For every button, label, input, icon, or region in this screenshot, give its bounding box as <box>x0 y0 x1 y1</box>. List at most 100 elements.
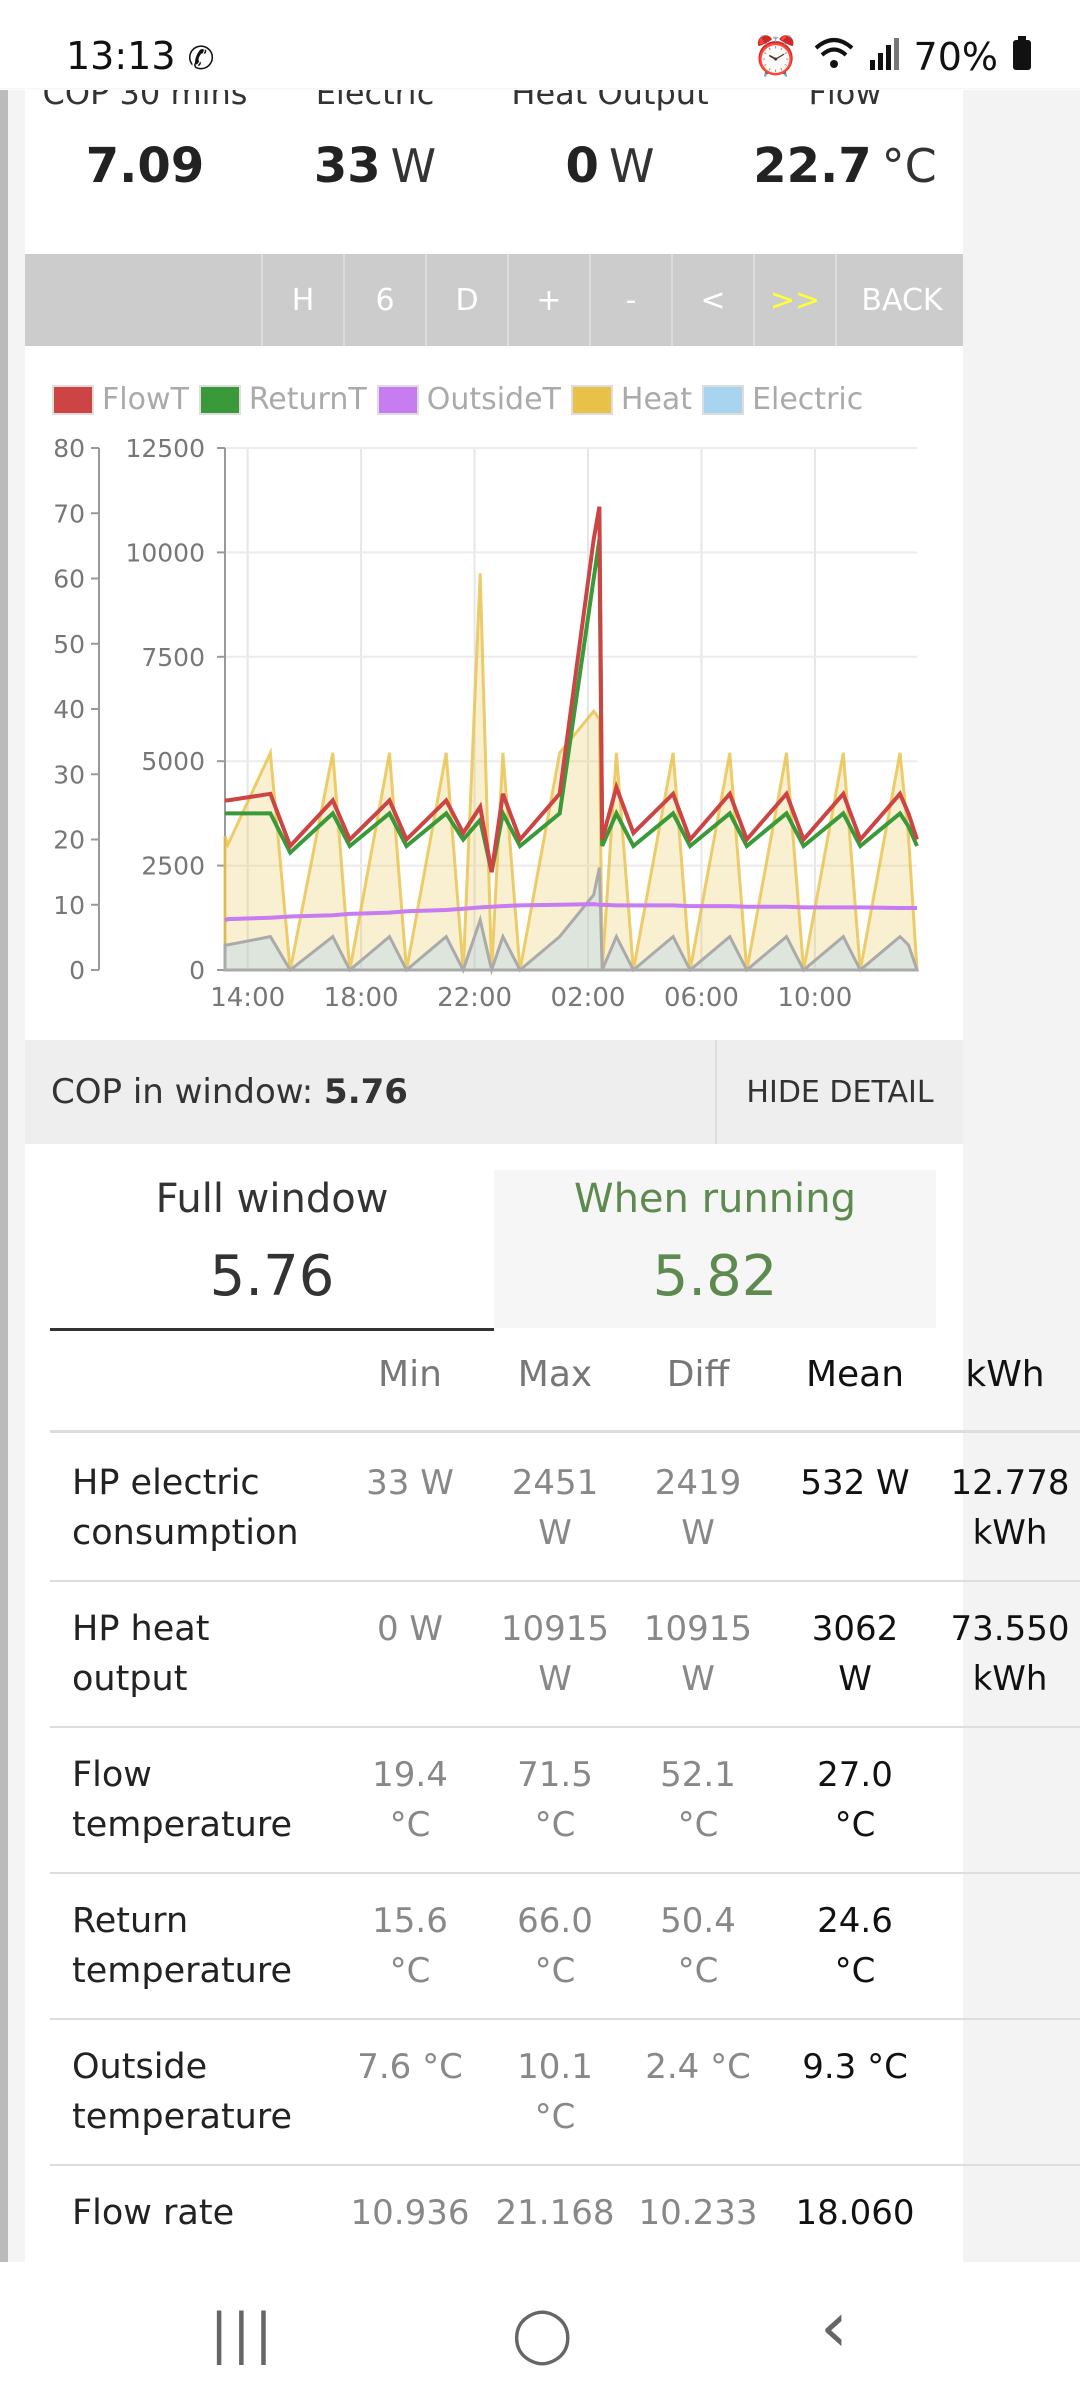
side-edge <box>0 90 8 2262</box>
status-time: 13:13 ✆ <box>66 34 215 78</box>
legend-swatch <box>570 384 613 415</box>
row-label: Return temperature <box>72 1901 292 1991</box>
x-tick-label: 06:00 <box>664 983 739 1013</box>
cell-min: 10.936 <box>350 2193 470 2233</box>
battery-icon <box>1012 35 1032 79</box>
y-right-tick-label: 12500 <box>125 434 205 463</box>
stats-table-header: Min Max Diff Mean kWh <box>50 1330 1080 1433</box>
whatsapp-icon: ✆ <box>187 39 215 77</box>
stat-electric: Electric 33 W <box>313 74 437 194</box>
y-left-tick-label: 0 <box>69 956 85 985</box>
cell-diff: 2.4 °C <box>645 2047 751 2087</box>
header-kwh: kWh <box>965 1354 1045 1395</box>
cell-mean: 3062 W <box>811 1609 899 1699</box>
legend-outsidet[interactable]: OutsideT <box>376 382 561 417</box>
y-left-tick-label: 30 <box>53 760 85 789</box>
header-max: Max <box>517 1354 593 1395</box>
pan-left-button[interactable]: < <box>671 254 753 346</box>
y-right-tick-label: 7500 <box>141 643 205 672</box>
y-left-tick-label: 10 <box>53 891 85 920</box>
series-heat <box>223 573 919 972</box>
cell-kwh: 12.778 kWh <box>950 1463 1070 1553</box>
table-row: Outside temperature 7.6 °C 10.1 °C 2.4 °C 9.3 … <box>50 2018 1080 2166</box>
table-row: Flow rate 10.936 21.168 10.233 18.060 <box>50 2164 1080 2266</box>
row-label: HP heat output <box>72 1609 210 1699</box>
series-electric <box>223 867 920 976</box>
cell-max: 66.0 °C <box>517 1901 593 1991</box>
right-shade <box>963 0 1080 2262</box>
hour-button[interactable]: H <box>261 254 343 346</box>
day-button[interactable]: D <box>425 254 507 346</box>
cell-max: 21.168 <box>495 2193 615 2233</box>
x-tick-label: 18:00 <box>324 983 399 1013</box>
zoom-out-button[interactable]: - <box>589 254 671 346</box>
battery-percent: 70% <box>913 34 998 79</box>
row-label: HP electric consumption <box>72 1463 299 1553</box>
x-tick-label: 14:00 <box>210 983 285 1013</box>
legend-flowt[interactable]: FlowT <box>52 382 189 417</box>
y-left-tick-label: 40 <box>53 695 85 724</box>
signal-icon <box>868 35 900 79</box>
cell-mean: 24.6 °C <box>817 1901 893 1991</box>
cell-max: 2451 W <box>511 1463 599 1553</box>
six-hour-button[interactable]: 6 <box>343 254 425 346</box>
status-icons: ⏰ 70% <box>752 34 1032 79</box>
row-label: Flow temperature <box>72 1755 292 1845</box>
recent-apps-button[interactable]: ||| <box>210 2302 277 2365</box>
cell-max: 10915 W <box>500 1609 610 1699</box>
cell-min: 0 W <box>376 1609 444 1649</box>
home-button[interactable]: ◯ <box>512 2302 573 2365</box>
legend-electric[interactable]: Electric <box>702 382 863 417</box>
y-left-tick-label: 50 <box>53 630 85 659</box>
row-label: Flow rate <box>72 2193 235 2233</box>
cell-diff: 50.4 °C <box>660 1901 736 1991</box>
cell-mean: 27.0 °C <box>817 1755 893 1845</box>
cell-mean: 18.060 <box>795 2193 915 2233</box>
status-bar: 13:13 ✆ ⏰ 70% <box>0 0 1080 88</box>
legend-returnt[interactable]: ReturnT <box>198 382 367 417</box>
header-mean: Mean <box>805 1354 905 1395</box>
cell-diff: 10915 W <box>643 1609 753 1699</box>
hide-detail-button[interactable]: HIDE DETAIL <box>715 1040 963 1144</box>
table-row: HP electric consumption 33 W 2451 W 2419 W 532 … <box>50 1434 1080 1582</box>
stat-cop: COP 30 mins 7.09 <box>42 74 248 194</box>
stat-flow: Flow 22.7 °C <box>753 74 937 194</box>
cell-diff: 10.233 <box>638 2193 758 2233</box>
cell-min: 19.4 °C <box>372 1755 448 1845</box>
y-right-tick-label: 0 <box>189 956 205 985</box>
y-right-tick-label: 10000 <box>125 538 205 567</box>
cop-window-bar: COP in window: 5.76 HIDE DETAIL <box>25 1040 963 1144</box>
y-left-tick-label: 20 <box>53 826 85 855</box>
zoom-in-button[interactable]: + <box>507 254 589 346</box>
row-label: Outside temperature <box>72 2047 292 2137</box>
header-diff: Diff <box>666 1354 730 1395</box>
chart-legend: FlowT ReturnT OutsideT Heat Electric <box>52 382 863 417</box>
tab-when-running[interactable]: When running 5.82 <box>494 1170 936 1328</box>
back-button[interactable]: BACK <box>835 254 967 346</box>
tab-full-window[interactable]: Full window 5.76 <box>50 1170 494 1331</box>
y-right-tick-label: 2500 <box>141 852 205 881</box>
x-tick-label: 22:00 <box>437 983 512 1013</box>
x-tick-label: 10:00 <box>777 983 852 1013</box>
back-nav-button[interactable]: ‹ <box>820 2286 848 2368</box>
y-left-tick-label: 80 <box>53 434 85 463</box>
table-row: Flow temperature 19.4 °C 71.5 °C 52.1 °C 27.0 °C <box>50 1726 1080 1874</box>
legend-swatch <box>198 384 241 415</box>
android-nav-bar: ||| ◯ ‹ <box>0 2262 1080 2400</box>
cop-window-value: 5.76 <box>324 1072 408 1112</box>
table-row: HP heat output 0 W 10915 W 10915 W 3062 W 73.550 k… <box>50 1580 1080 1728</box>
y-right-tick-label: 5000 <box>141 747 205 776</box>
cell-min: 15.6 °C <box>372 1901 448 1991</box>
pan-right-button[interactable]: >> <box>753 254 835 346</box>
series-returnt <box>225 539 919 873</box>
cell-max: 71.5 °C <box>517 1755 593 1845</box>
legend-heat[interactable]: Heat <box>570 382 692 417</box>
legend-swatch <box>52 384 94 415</box>
cell-kwh: 73.550 kWh <box>950 1609 1070 1699</box>
alarm-icon: ⏰ <box>752 34 800 78</box>
heatpump-chart[interactable]: 14:00 18:00 22:00 02:00 06:00 10:00 0 10 20 30 40 5… <box>25 420 963 1020</box>
cell-mean: 532 W <box>800 1463 910 1503</box>
y-left-tick-label: 70 <box>53 499 85 528</box>
series-outsidet <box>224 902 917 923</box>
